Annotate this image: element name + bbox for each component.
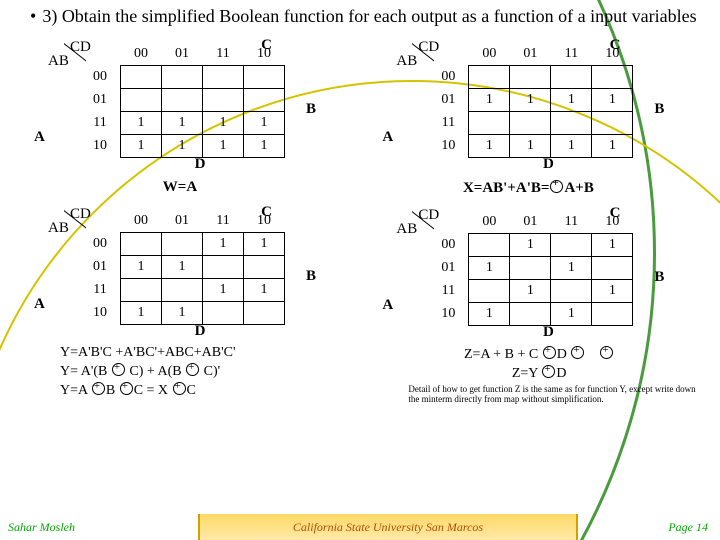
eq-y: Y=A'B'C +A'BC'+ABC+AB'C' Y= A'(B C) + A(… (60, 344, 352, 401)
xor-icon (542, 365, 555, 378)
xor-icon (543, 346, 556, 359)
xor-icon (550, 180, 563, 193)
footer-left: Sahar Mosleh (0, 520, 198, 535)
eq-z: Z=A + B + C D Z=Y D (378, 345, 700, 383)
xor-icon (600, 346, 613, 359)
heading-num: 3) (42, 6, 57, 26)
kmap-4: CD AB C A B 00011110 0011 0111 1111 1011… (388, 211, 668, 341)
xor-icon (92, 382, 105, 395)
kmap-3: CD AB C A B 00011110 0011 0111 1111 1011… (40, 210, 320, 340)
footer-center: California State University San Marcos (198, 514, 578, 540)
xor-icon (120, 382, 133, 395)
xor-icon (571, 346, 584, 359)
kmap-1: CD AB C A B 00011110 00 01 111111 101111… (40, 43, 320, 173)
footer-right: Page 14 (578, 520, 720, 535)
footer: Sahar Mosleh California State University… (0, 514, 720, 540)
xor-icon (173, 382, 186, 395)
xor-icon (186, 363, 199, 376)
kmap3-title: W=A (163, 179, 197, 195)
xor-icon (112, 363, 125, 376)
heading-text: Obtain the simplified Boolean function f… (62, 6, 697, 26)
kmap4-title: X=AB'+A'B=A+B (463, 180, 594, 196)
kmap-2: CD AB C A B 00011110 00 011111 11 101111… (388, 43, 668, 173)
detail-text: Detail of how to get function Z is the s… (408, 385, 700, 405)
